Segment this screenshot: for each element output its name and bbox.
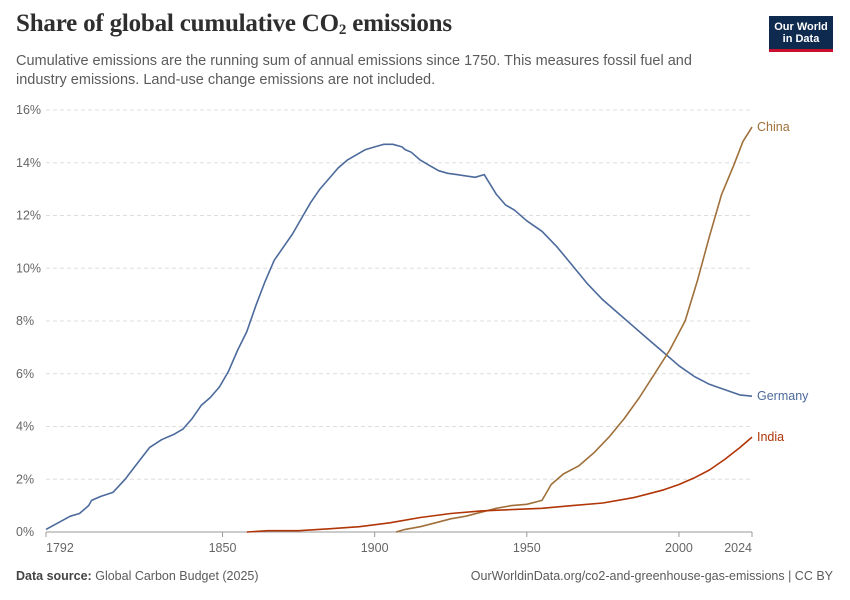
y-tick-label: 10% [16,261,41,275]
series-label-china: China [757,120,790,134]
series-lines [45,126,753,533]
x-tick-label: 2000 [665,541,693,555]
subtitle: Cumulative emissions are the running sum… [16,53,692,88]
x-tick-label: 1850 [209,541,237,555]
x-tick-label: 1792 [46,541,74,555]
x-tick-label: 1900 [361,541,389,555]
y-tick-label: 0% [16,525,34,539]
y-tick-label: 8% [16,314,34,328]
y-tick-label: 4% [16,420,34,434]
series-line-india[interactable] [246,436,753,533]
source-url-link[interactable]: OurWorldinData.org/co2-and-greenhouse-ga… [470,569,833,583]
y-tick-label: 12% [16,209,41,223]
axes: 0% 2% 4% 6% 8% 10% 12% 14% 16% 1792 1850 1900 1950 20… [16,103,753,555]
series-label-india: India [757,430,784,444]
grid-lines [46,109,752,480]
series-line-germany[interactable] [45,143,753,531]
page-title: Share of global cumulative CO2 emissions [16,10,452,38]
data-source: Data source: Global Carbon Budget (2025) [16,569,259,583]
series-labels: Germany China India [757,120,809,444]
y-tick-label: 16% [16,103,41,117]
y-tick-label: 6% [16,367,34,381]
series-label-germany: Germany [757,389,809,403]
y-tick-label: 2% [16,472,34,486]
series-line-china[interactable] [395,126,753,533]
owid-logo[interactable]: Our World in Data [769,16,833,52]
x-tick-label: 2024 [724,541,752,555]
x-tick-label: 1950 [513,541,541,555]
y-tick-label: 14% [16,156,41,170]
